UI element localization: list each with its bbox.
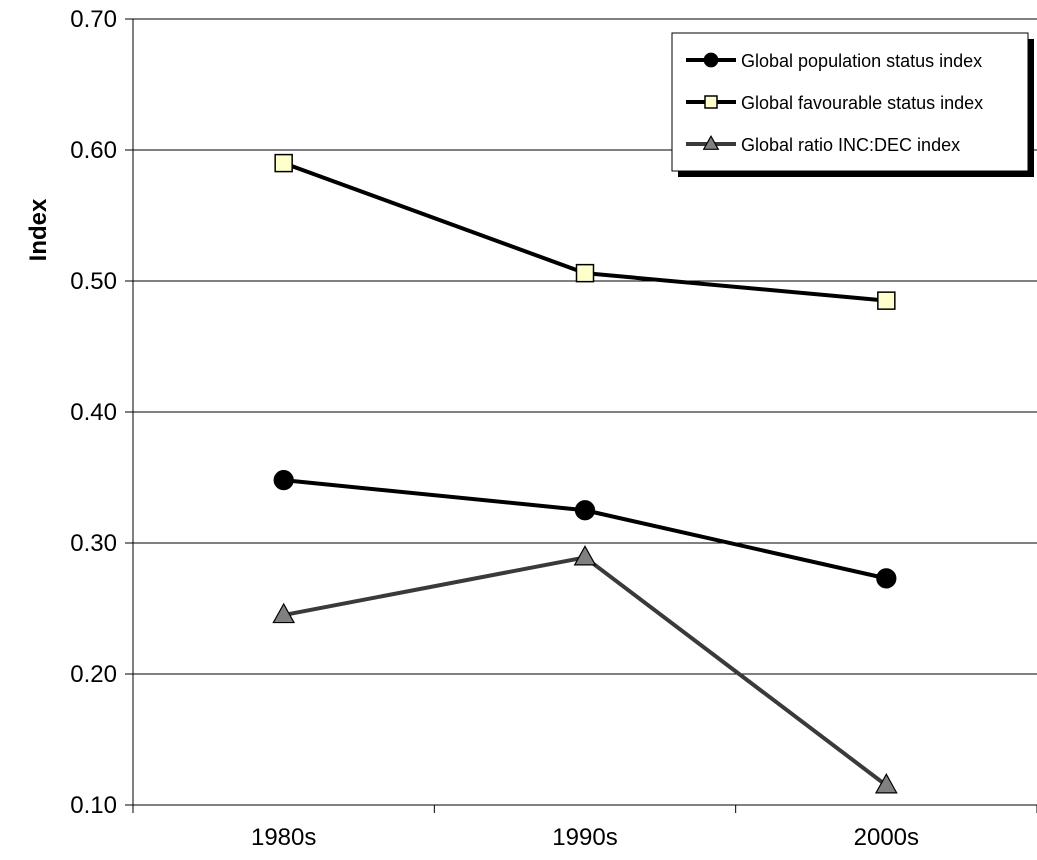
circle-marker bbox=[273, 470, 294, 491]
gridlines bbox=[133, 18, 1037, 675]
legend-item: Global favourable status index bbox=[686, 93, 983, 113]
x-tick-label: 2000s bbox=[854, 824, 919, 851]
series-3 bbox=[272, 545, 898, 794]
legend-item: Global population status index bbox=[686, 51, 982, 71]
y-tick-label: 0.70 bbox=[70, 6, 117, 33]
y-tick-label: 0.20 bbox=[70, 661, 117, 688]
x-tick-labels: 1980s 1990s 2000s bbox=[251, 824, 919, 851]
y-tick-label: 0.60 bbox=[70, 137, 117, 164]
y-tick-label: 0.10 bbox=[70, 792, 117, 819]
x-tick-label: 1980s bbox=[251, 824, 316, 851]
legend-label: Global favourable status index bbox=[741, 93, 983, 113]
triangle-marker bbox=[874, 773, 898, 794]
y-tick-label: 0.30 bbox=[70, 530, 117, 557]
circle-marker bbox=[876, 568, 897, 589]
y-axis-title: Index bbox=[25, 198, 52, 261]
square-marker bbox=[575, 263, 595, 283]
square-marker bbox=[877, 291, 896, 310]
y-tick-label: 0.40 bbox=[70, 399, 117, 426]
triangle-marker bbox=[702, 134, 720, 150]
y-tick-labels: 0.10 0.20 0.30 0.40 0.50 0.60 0.70 bbox=[70, 6, 117, 819]
x-tick-label: 1990s bbox=[552, 824, 617, 851]
square-marker bbox=[704, 95, 718, 109]
legend: Global population status index Global fav… bbox=[671, 32, 1034, 177]
series-line bbox=[283, 555, 888, 787]
circle-marker bbox=[574, 500, 596, 521]
series-layer bbox=[272, 153, 898, 794]
series-2 bbox=[274, 153, 896, 310]
legend-label: Global population status index bbox=[741, 51, 982, 71]
axes bbox=[125, 18, 1037, 813]
series-1 bbox=[273, 470, 897, 589]
legend-item: Global ratio INC:DEC index bbox=[686, 134, 960, 155]
square-marker bbox=[274, 153, 293, 173]
triangle-marker bbox=[573, 545, 597, 566]
y-tick-label: 0.50 bbox=[70, 268, 117, 295]
legend-label: Global ratio INC:DEC index bbox=[741, 135, 960, 155]
triangle-marker bbox=[272, 602, 296, 624]
circle-marker bbox=[703, 52, 719, 68]
